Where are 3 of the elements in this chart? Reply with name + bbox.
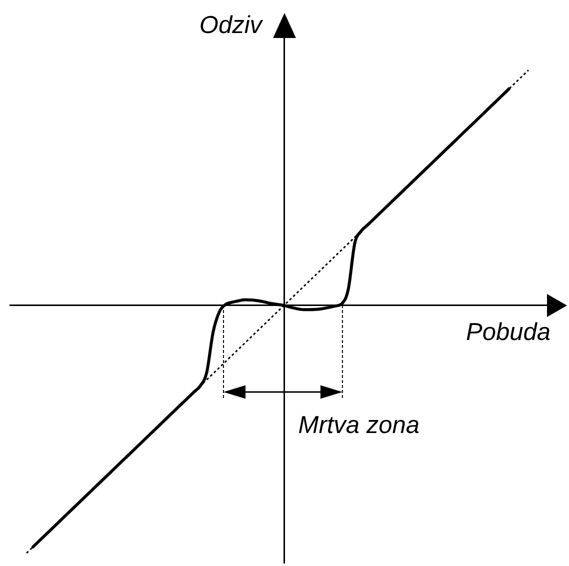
x-axis-title: Pobuda xyxy=(466,318,550,346)
y-axis-title: Odziv xyxy=(199,12,262,40)
annotation: Mrtva zona xyxy=(298,412,420,439)
